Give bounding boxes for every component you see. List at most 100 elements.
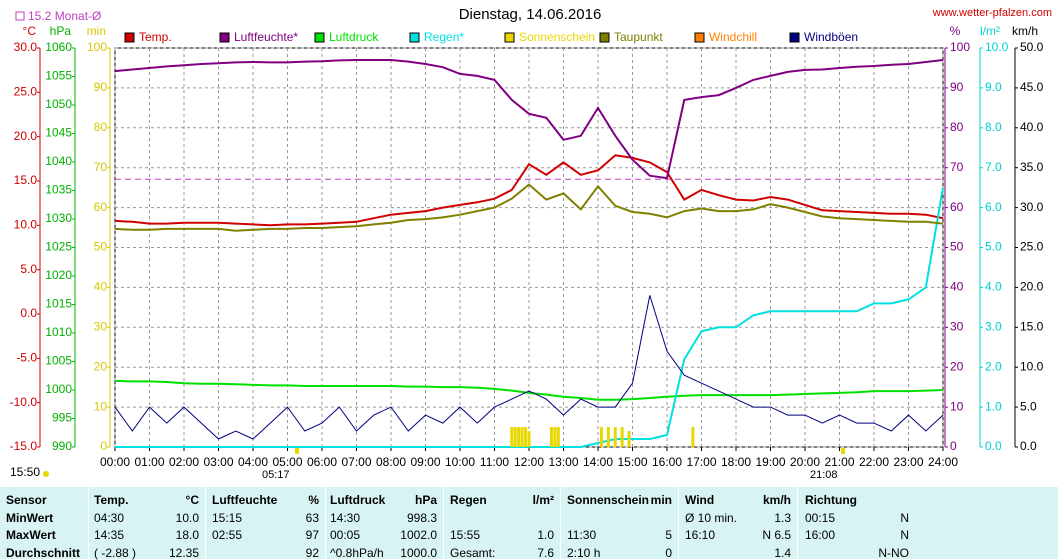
table-cell: min — [650, 493, 672, 507]
y-tick-label: 40 — [950, 280, 964, 294]
table-separator — [88, 487, 89, 559]
x-tick-label: 03:00 — [203, 455, 233, 469]
y-tick-label: 70 — [950, 160, 964, 174]
y-tick-label: 5.0 — [1020, 399, 1037, 413]
table-cell: Temp. — [94, 493, 129, 507]
sunrise: 05:17 — [262, 469, 290, 481]
legend-label: Taupunkt — [614, 30, 663, 44]
table-cell: 10.0 — [175, 510, 199, 525]
legend-swatch — [789, 32, 800, 43]
summary-table: Sensor Temp. °C Luftfeuchte% Luftdruck hPa Reg… — [0, 487, 1058, 560]
y-tick-label: 25.0 — [1020, 240, 1044, 254]
y-tick-label: 995 — [52, 411, 72, 425]
table-cell: km/h — [762, 493, 791, 507]
table-cell: Ø 10 min. — [685, 510, 738, 525]
x-tick-label: 24:00 — [928, 455, 958, 469]
y-tick-label: 35.0 — [1020, 160, 1044, 174]
y-tick-label: 20 — [94, 359, 108, 373]
x-tick-label: 23:00 — [893, 455, 923, 469]
table-cell: 1002.0 — [400, 528, 437, 542]
table-cell: 92 — [305, 545, 319, 560]
table-cell: 2:10 h — [567, 545, 601, 560]
legend-label: Luftfeuchte* — [234, 30, 298, 44]
table-cell: 0 — [665, 545, 672, 560]
time-now: 15:50 — [10, 465, 40, 479]
month-average-icon — [15, 11, 25, 21]
y-tick-label: -10.0 — [10, 395, 38, 409]
y-tick-label: -5.0 — [16, 351, 37, 365]
y-tick-label: 40 — [94, 280, 108, 294]
y-axis-unit: hPa — [50, 24, 72, 38]
table-cell: Regen — [450, 493, 487, 507]
x-tick-label: 13:00 — [548, 455, 578, 469]
sunshine-bar — [620, 427, 624, 447]
table-cell: 00:05 — [330, 528, 361, 542]
legend-label: Windböen — [804, 30, 858, 44]
x-tick-label: 19:00 — [755, 455, 785, 469]
y-tick-label: 80 — [950, 120, 964, 134]
table-cell: 63 — [305, 510, 319, 525]
table-cell: ( -2.88 ) — [94, 545, 137, 560]
legend-label: Sonnenschein — [519, 30, 595, 44]
legend-swatch — [314, 32, 325, 43]
y-tick-label: 40.0 — [1020, 120, 1044, 134]
table-cell: 1.4 — [774, 545, 791, 560]
sunshine-bar — [691, 427, 695, 447]
chart-title: Dienstag, 14.06.2016 — [459, 6, 602, 23]
x-tick-label: 15:00 — [617, 455, 647, 469]
table-cell: 16:10 — [685, 528, 716, 542]
y-axis-unit: min — [87, 24, 106, 38]
y-tick-label: 10.0 — [1020, 359, 1044, 373]
x-tick-label: 08:00 — [376, 455, 406, 469]
y-tick-label: 30.0 — [14, 40, 38, 54]
table-cell: 02:55 — [212, 528, 243, 542]
table-cell: 18.0 — [175, 528, 199, 542]
series-line — [114, 183, 944, 232]
table-cell: N 6.5 — [762, 528, 791, 542]
y-axis-unit: l/m² — [980, 24, 1000, 38]
x-tick-label: 17:00 — [686, 455, 716, 469]
y-tick-label: 30 — [94, 319, 108, 333]
x-tick-label: 05:00 — [272, 455, 302, 469]
sun-marker — [841, 448, 845, 454]
y-tick-label: 1030 — [45, 211, 72, 225]
legend-label: Regen* — [424, 30, 464, 44]
table-separator — [560, 487, 561, 559]
chart: Dienstag, 14.06.2016 www.wetter-pfalzen.… — [10, 6, 1052, 481]
y-tick-label: 1015 — [45, 297, 72, 311]
series-line — [114, 379, 944, 401]
y-tick-label: 6.0 — [985, 200, 1002, 214]
series-line — [114, 59, 944, 180]
sunshine-bar — [556, 427, 560, 447]
sunshine-bar — [599, 427, 603, 447]
x-tick-label: 06:00 — [307, 455, 337, 469]
y-tick-label: 10.0 — [985, 40, 1009, 54]
y-tick-label: 0.0 — [985, 439, 1002, 453]
legend-label: Temp. — [139, 30, 172, 44]
table-separator — [443, 487, 444, 559]
legend-label: Windchill — [709, 30, 757, 44]
legend-swatch — [124, 32, 135, 43]
table-cell: Gesamt: — [450, 545, 496, 560]
y-tick-label: 10 — [950, 399, 964, 413]
y-axis-unit: km/h — [1012, 24, 1038, 38]
y-tick-label: 60 — [94, 200, 108, 214]
table-cell: 11:30 — [567, 528, 597, 542]
table-cell: 12.35 — [168, 545, 199, 560]
legend-swatch — [504, 32, 515, 43]
table-cell: °C — [185, 493, 199, 507]
y-tick-label: 1060 — [45, 40, 72, 54]
sunset: 21:08 — [810, 469, 838, 481]
table-separator — [325, 487, 326, 559]
y-tick-label: 9.0 — [985, 80, 1002, 94]
y-tick-label: 100 — [950, 40, 970, 54]
table-separator — [797, 487, 798, 559]
x-tick-label: 02:00 — [169, 455, 199, 469]
sunshine-bar — [627, 431, 631, 447]
table-cell: ^0.8hPa/h — [330, 545, 384, 560]
y-tick-label: 1020 — [45, 268, 72, 282]
table-cell: Wind — [685, 493, 715, 507]
x-tick-label: 12:00 — [514, 455, 544, 469]
x-tick-label: 09:00 — [410, 455, 440, 469]
table-cell: 16:00 — [805, 528, 836, 542]
